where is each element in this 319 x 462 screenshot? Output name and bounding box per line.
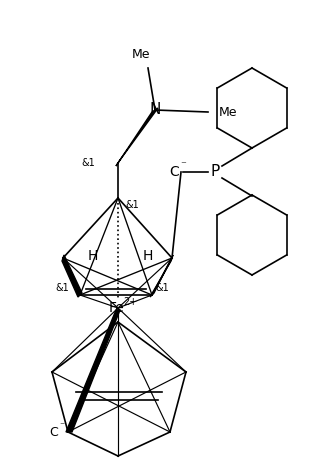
Text: H: H (143, 249, 153, 263)
Polygon shape (150, 255, 173, 297)
Text: H: H (88, 249, 98, 263)
Text: ⁻: ⁻ (59, 421, 64, 431)
Text: Me: Me (219, 105, 237, 118)
Text: ⁻: ⁻ (180, 160, 186, 170)
Text: P: P (210, 164, 219, 180)
Text: &1: &1 (81, 158, 95, 168)
Text: C: C (169, 165, 179, 179)
Text: Fe: Fe (108, 301, 124, 315)
Text: N: N (149, 103, 161, 117)
Polygon shape (62, 255, 82, 297)
Text: &1: &1 (55, 283, 69, 293)
Text: &1: &1 (125, 200, 139, 210)
Polygon shape (116, 108, 158, 166)
Polygon shape (66, 310, 120, 432)
Text: 2+: 2+ (123, 297, 137, 307)
Text: &1: &1 (155, 283, 169, 293)
Text: Me: Me (132, 49, 150, 61)
Text: C: C (50, 426, 58, 438)
